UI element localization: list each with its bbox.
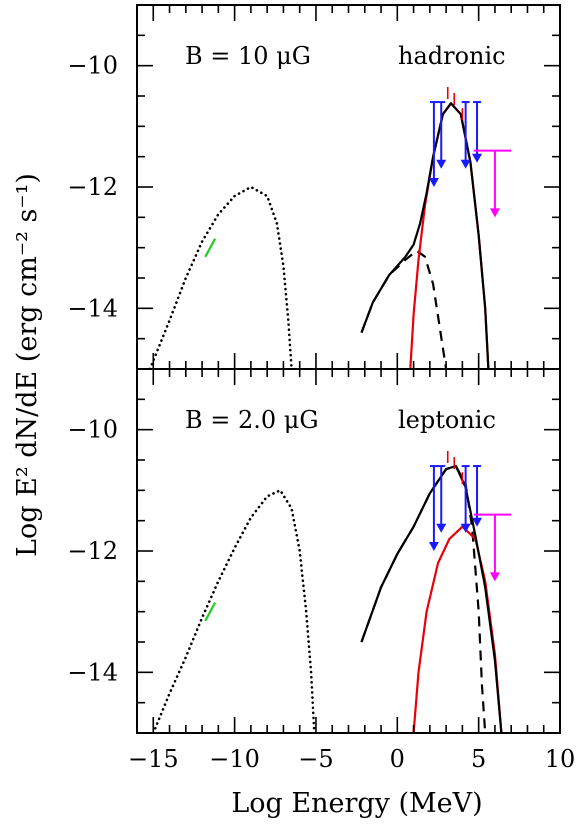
panel-top-series-3 — [360, 102, 490, 369]
panel-top-series-0 — [148, 185, 293, 369]
xtick-label-2: −5 — [298, 745, 333, 773]
panel-bottom-series-0 — [152, 489, 316, 733]
plot-layer — [148, 86, 512, 733]
panel-bottom-field-label: B = 2.0 μG — [185, 406, 319, 434]
panel-bottom-blue-arrow-3 — [472, 517, 483, 527]
panel-bottom-model-label: leptonic — [398, 406, 496, 434]
panel-bottom-series — [152, 450, 512, 733]
xtick-label-1: −10 — [209, 745, 260, 773]
x-axis-title: Log Energy (MeV) — [231, 788, 482, 819]
panel-top-blue-arrow-0 — [428, 178, 439, 187]
panel-top-blue-arrow-2 — [460, 159, 471, 169]
panel-bottom-magenta-arrow — [489, 572, 500, 582]
panel-bottom-blue-arrow-1 — [436, 523, 447, 533]
panel-top-magenta-arrow — [489, 208, 500, 218]
panel-bottom-blue-arrow-0 — [428, 542, 439, 551]
text-layer: B = 10 μG hadronic B = 2.0 μG leptonic L… — [12, 42, 506, 819]
xtick-label-3: 0 — [390, 745, 405, 773]
panel-bottom-ytick-label-0: −10 — [67, 416, 118, 444]
panel-top-model-label: hadronic — [398, 42, 506, 70]
panel-top-field-label: B = 10 μG — [185, 42, 311, 70]
panel-top-series-1 — [360, 249, 448, 369]
panel-top-ytick-label-1: −12 — [67, 173, 118, 201]
panel-bottom-series-2 — [412, 525, 503, 733]
xtick-label-0: −15 — [128, 745, 179, 773]
panel-bottom-series-3 — [360, 465, 503, 733]
xtick-label-4: 5 — [471, 745, 486, 773]
axes-layer: −10 −12 −14 −10 −12 −14 −15 −10 −5 0 5 10 — [67, 4, 576, 773]
panel-bottom-series-4 — [204, 602, 217, 622]
panel-bottom-ytick-label-1: −12 — [67, 537, 118, 565]
panel-top-ytick-label-2: −14 — [67, 294, 118, 322]
xtick-label-5: 10 — [545, 745, 576, 773]
y-axis-title: Log E² dN/dE (erg cm⁻² s⁻¹) — [12, 173, 43, 557]
panel-bottom-ytick-label-2: −14 — [67, 658, 118, 686]
panel-top-ytick-label-0: −10 — [67, 52, 118, 80]
panel-top-series-4 — [204, 238, 217, 258]
panel-bottom-blue-arrow-2 — [460, 523, 471, 533]
panel-top-series — [148, 86, 512, 369]
panel-top-blue-arrow-1 — [436, 159, 447, 169]
panel-top-blue-arrow-3 — [472, 153, 483, 163]
